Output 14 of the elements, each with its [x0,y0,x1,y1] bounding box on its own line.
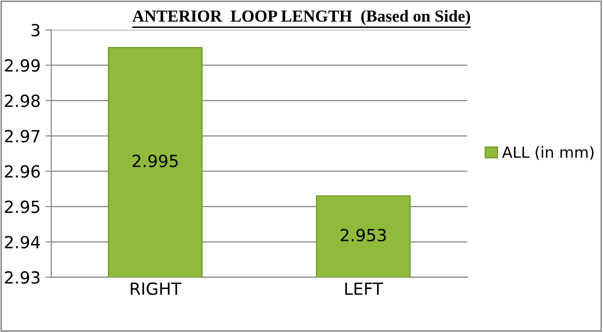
chart-title: ANTERIOR LOOP LENGTH (Based on Side) [132,10,470,26]
y-tick-label: 3 [32,24,40,36]
y-tick-label: 2.95 [4,200,40,214]
x-tick-label: RIGHT [130,282,182,295]
y-tick-label: 2.96 [4,165,40,178]
y-tick-label: 2.99 [4,59,40,72]
y-tick-label: 2.93 [4,271,40,284]
data-label: 2.953 [340,228,386,242]
legend-label: ALL (in mm) [502,146,594,160]
data-label: 2.995 [132,154,178,168]
y-tick-label: 2.94 [4,236,40,248]
y-tick-label: 2.98 [4,94,40,108]
y-tick-label: 2.97 [4,130,40,142]
x-tick-label: LEFT [345,282,383,295]
